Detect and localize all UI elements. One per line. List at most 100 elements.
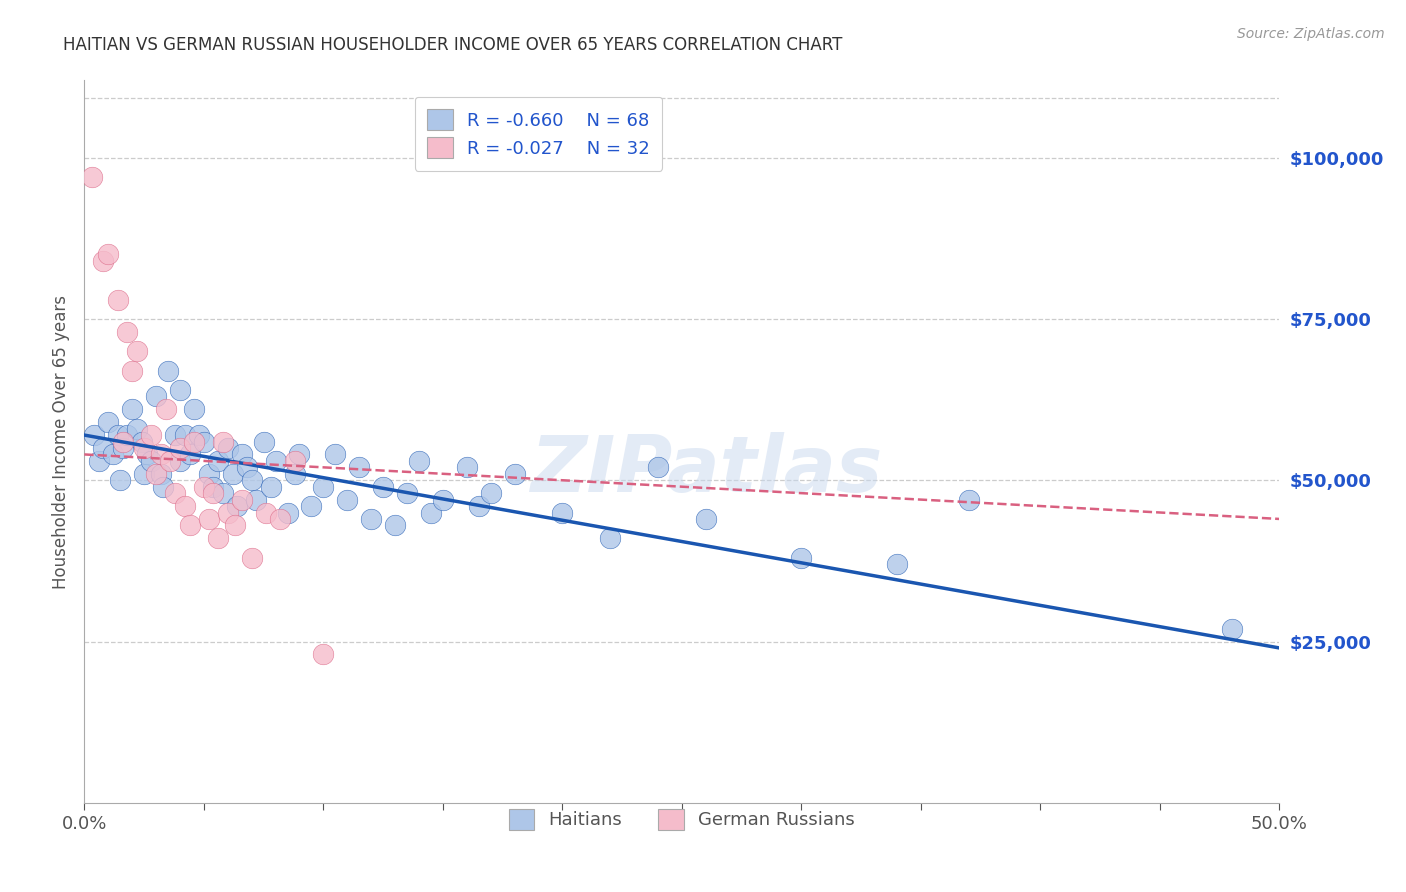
Point	[301, 499, 323, 513]
Point	[240, 550, 263, 565]
Point	[456, 460, 478, 475]
Point	[111, 434, 134, 449]
Point	[253, 434, 276, 449]
Point	[132, 441, 156, 455]
Point	[269, 512, 291, 526]
Point	[149, 447, 172, 461]
Point	[312, 480, 335, 494]
Point	[647, 460, 669, 475]
Point	[284, 467, 307, 481]
Point	[349, 460, 371, 475]
Point	[117, 325, 139, 339]
Point	[141, 428, 163, 442]
Point	[254, 506, 277, 520]
Point	[193, 480, 215, 494]
Point	[159, 454, 181, 468]
Point	[107, 428, 129, 442]
Point	[145, 467, 167, 481]
Point	[183, 402, 205, 417]
Point	[396, 486, 419, 500]
Point	[197, 467, 219, 481]
Point	[169, 383, 191, 397]
Point	[479, 486, 502, 500]
Point	[111, 441, 134, 455]
Point	[83, 428, 105, 442]
Point	[384, 518, 406, 533]
Point	[468, 499, 491, 513]
Point	[503, 467, 526, 481]
Point	[277, 506, 299, 520]
Legend: Haitians, German Russians: Haitians, German Russians	[502, 802, 862, 837]
Point	[188, 428, 211, 442]
Point	[169, 454, 191, 468]
Point	[132, 467, 156, 481]
Point	[202, 480, 225, 494]
Point	[551, 506, 574, 520]
Point	[373, 480, 395, 494]
Point	[93, 253, 115, 268]
Point	[121, 402, 143, 417]
Y-axis label: Householder Income Over 65 years: Householder Income Over 65 years	[52, 294, 70, 589]
Point	[183, 434, 205, 449]
Point	[125, 344, 148, 359]
Point	[240, 473, 263, 487]
Point	[157, 363, 180, 377]
Point	[80, 169, 103, 184]
Point	[221, 467, 243, 481]
Point	[231, 447, 253, 461]
Point	[1220, 622, 1243, 636]
Point	[360, 512, 382, 526]
Text: ZIPatlas: ZIPatlas	[530, 433, 882, 508]
Point	[155, 402, 177, 417]
Point	[179, 447, 201, 461]
Point	[217, 506, 239, 520]
Point	[231, 492, 253, 507]
Point	[152, 480, 174, 494]
Point	[217, 441, 239, 455]
Point	[284, 454, 307, 468]
Point	[87, 454, 110, 468]
Point	[236, 460, 259, 475]
Point	[226, 499, 249, 513]
Point	[197, 512, 219, 526]
Point	[97, 247, 120, 261]
Text: Source: ZipAtlas.com: Source: ZipAtlas.com	[1237, 27, 1385, 41]
Point	[207, 531, 229, 545]
Point	[312, 648, 335, 662]
Point	[245, 492, 267, 507]
Point	[141, 454, 163, 468]
Point	[131, 434, 153, 449]
Point	[110, 473, 132, 487]
Point	[169, 441, 191, 455]
Point	[695, 512, 717, 526]
Point	[173, 428, 195, 442]
Point	[408, 454, 430, 468]
Point	[432, 492, 454, 507]
Point	[125, 422, 148, 436]
Point	[149, 467, 172, 481]
Point	[957, 492, 980, 507]
Point	[117, 428, 139, 442]
Point	[97, 415, 120, 429]
Point	[212, 434, 235, 449]
Point	[193, 434, 215, 449]
Point	[145, 389, 167, 403]
Point	[264, 454, 287, 468]
Point	[260, 480, 283, 494]
Point	[207, 454, 229, 468]
Point	[135, 447, 157, 461]
Point	[224, 518, 246, 533]
Point	[886, 557, 908, 571]
Point	[179, 518, 201, 533]
Point	[599, 531, 621, 545]
Point	[101, 447, 124, 461]
Point	[420, 506, 443, 520]
Point	[336, 492, 359, 507]
Text: HAITIAN VS GERMAN RUSSIAN HOUSEHOLDER INCOME OVER 65 YEARS CORRELATION CHART: HAITIAN VS GERMAN RUSSIAN HOUSEHOLDER IN…	[63, 36, 842, 54]
Point	[212, 486, 235, 500]
Point	[107, 293, 129, 307]
Point	[202, 486, 225, 500]
Point	[790, 550, 813, 565]
Point	[165, 428, 187, 442]
Point	[173, 499, 195, 513]
